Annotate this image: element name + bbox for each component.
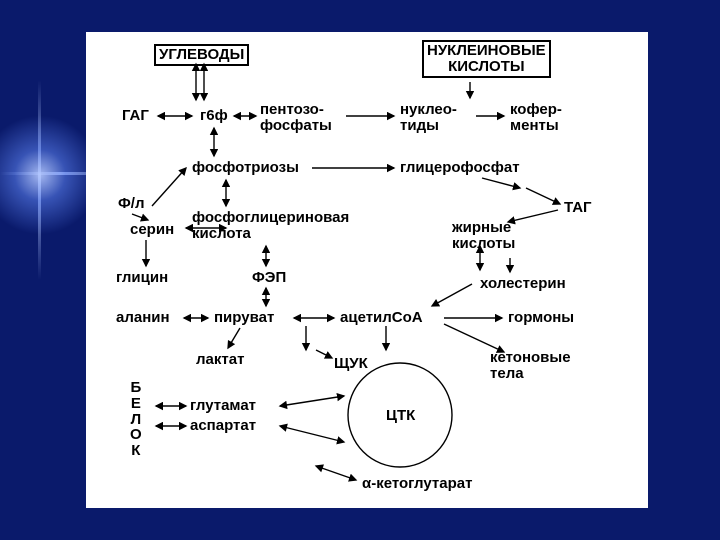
node-g6f: г6ф (200, 108, 228, 124)
lens-flare (0, 115, 100, 235)
node-carbs: УГЛЕВОДЫ (154, 44, 249, 66)
node-alanin: аланин (116, 310, 170, 326)
node-hormones: гормоны (508, 310, 574, 326)
node-nucleic: НУКЛЕИНОВЫЕКИСЛОТЫ (422, 40, 551, 78)
flare-vertical (38, 80, 41, 280)
node-fatty: жирныекислоты (452, 220, 515, 252)
diagram-paper (86, 32, 648, 508)
node-aspartate: аспартат (190, 418, 256, 434)
node-belok: БЕЛОК (130, 380, 142, 459)
node-glycin: глицин (116, 270, 168, 286)
node-coenzymes: кофер-менты (510, 102, 562, 134)
node-glutamate: глутамат (190, 398, 256, 414)
node-gag: ГАГ (122, 108, 149, 124)
node-lactate: лактат (196, 352, 244, 368)
node-pentose: пентозо-фосфаты (260, 102, 332, 134)
node-pyruvate: пируват (214, 310, 274, 326)
node-pga: фосфоглицериноваякислота (192, 210, 349, 242)
node-nucleotides: нуклео-тиды (400, 102, 457, 134)
node-tag: ТАГ (564, 200, 592, 216)
node-shuk: ЩУК (334, 356, 368, 372)
node-fep: ФЭП (252, 270, 286, 286)
node-ketone: кетоновыетела (490, 350, 571, 382)
node-fl: Ф/л (118, 196, 145, 212)
node-cholesterol: холестерин (480, 276, 566, 292)
node-akg: α-кетоглутарат (362, 476, 472, 492)
node-ctk: ЦТК (386, 408, 415, 424)
node-acetyl: ацетилСоА (340, 310, 423, 326)
node-glycerop: глицерофосфат (400, 160, 520, 176)
node-serin: серин (130, 222, 174, 238)
node-triose: фосфотриозы (192, 160, 299, 176)
